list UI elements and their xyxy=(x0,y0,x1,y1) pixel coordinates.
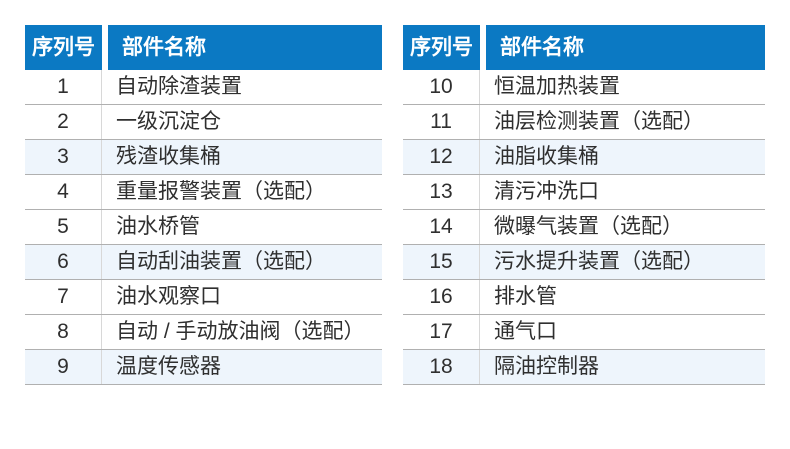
table-row: 14 微曝气装置（选配） xyxy=(403,210,765,245)
serial-cell: 2 xyxy=(25,105,102,139)
table-row: 8 自动 / 手动放油阀（选配） xyxy=(25,315,382,350)
table-row: 18 隔油控制器 xyxy=(403,350,765,385)
part-name-header-cell: 部件名称 xyxy=(108,25,382,70)
parts-table-right: 序列号 部件名称 10 恒温加热装置 11 油层检测装置（选配） 12 油脂收集… xyxy=(403,25,765,449)
serial-cell: 8 xyxy=(25,315,102,349)
part-name-header-cell: 部件名称 xyxy=(486,25,765,70)
table-row: 13 清污冲洗口 xyxy=(403,175,765,210)
part-name-cell: 污水提升装置（选配） xyxy=(494,250,704,273)
table-row: 6 自动刮油装置（选配） xyxy=(25,245,382,280)
serial-cell: 4 xyxy=(25,175,102,209)
part-name-cell: 重量报警装置（选配） xyxy=(116,180,326,203)
serial-cell: 17 xyxy=(403,315,480,349)
serial-cell: 1 xyxy=(25,70,102,104)
serial-cell: 18 xyxy=(403,350,480,384)
part-name-cell: 隔油控制器 xyxy=(494,355,599,378)
part-name-cell: 油水桥管 xyxy=(116,215,200,238)
table-row: 1 自动除渣装置 xyxy=(25,70,382,105)
parts-table-left: 序列号 部件名称 1 自动除渣装置 2 一级沉淀仓 3 残渣收集桶 4 重量报警… xyxy=(25,25,382,449)
part-name-cell: 自动刮油装置（选配） xyxy=(116,250,326,273)
serial-cell: 7 xyxy=(25,280,102,314)
part-name-cell: 自动 / 手动放油阀（选配） xyxy=(116,320,365,343)
serial-cell: 13 xyxy=(403,175,480,209)
table-row: 3 残渣收集桶 xyxy=(25,140,382,175)
part-name-cell: 油水观察口 xyxy=(116,285,221,308)
table-row: 17 通气口 xyxy=(403,315,765,350)
serial-cell: 15 xyxy=(403,245,480,279)
serial-cell: 3 xyxy=(25,140,102,174)
serial-cell: 5 xyxy=(25,210,102,244)
part-name-cell: 通气口 xyxy=(494,320,557,343)
serial-cell: 9 xyxy=(25,350,102,384)
part-name-cell: 残渣收集桶 xyxy=(116,145,221,168)
table-row: 2 一级沉淀仓 xyxy=(25,105,382,140)
part-name-cell: 排水管 xyxy=(494,285,557,308)
serial-cell: 12 xyxy=(403,140,480,174)
serial-cell: 10 xyxy=(403,70,480,104)
table-row: 9 温度传感器 xyxy=(25,350,382,385)
part-name-cell: 一级沉淀仓 xyxy=(116,110,221,133)
table-row: 16 排水管 xyxy=(403,280,765,315)
part-name-cell: 自动除渣装置 xyxy=(116,75,242,98)
table-row: 11 油层检测装置（选配） xyxy=(403,105,765,140)
part-name-cell: 微曝气装置（选配） xyxy=(494,215,683,238)
serial-cell: 14 xyxy=(403,210,480,244)
serial-cell: 16 xyxy=(403,280,480,314)
serial-cell: 6 xyxy=(25,245,102,279)
serial-cell: 11 xyxy=(403,105,480,139)
serial-header-cell: 序列号 xyxy=(25,25,102,70)
part-name-cell: 油层检测装置（选配） xyxy=(494,110,704,133)
part-name-cell: 清污冲洗口 xyxy=(494,180,599,203)
table-row: 5 油水桥管 xyxy=(25,210,382,245)
serial-header-cell: 序列号 xyxy=(403,25,480,70)
table-row: 10 恒温加热装置 xyxy=(403,70,765,105)
part-name-cell: 温度传感器 xyxy=(116,355,221,378)
table-row: 4 重量报警装置（选配） xyxy=(25,175,382,210)
table-header: 序列号 部件名称 xyxy=(25,25,382,70)
table-row: 15 污水提升装置（选配） xyxy=(403,245,765,280)
table-header: 序列号 部件名称 xyxy=(403,25,765,70)
part-name-cell: 油脂收集桶 xyxy=(494,145,599,168)
table-row: 7 油水观察口 xyxy=(25,280,382,315)
part-name-cell: 恒温加热装置 xyxy=(494,75,620,98)
table-row: 12 油脂收集桶 xyxy=(403,140,765,175)
